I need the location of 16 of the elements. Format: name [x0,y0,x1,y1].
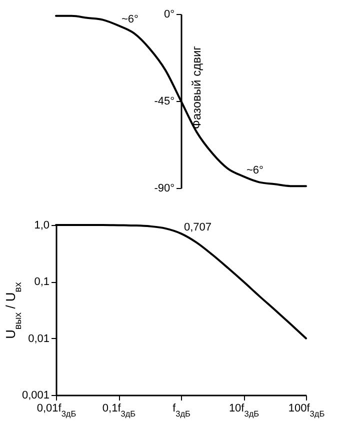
y-tick-label: 0° [164,8,174,20]
y-tick-label: 0,1 [34,276,50,288]
annotation: ~6° [122,14,138,26]
y-axis-title: Фазовый сдвиг [190,45,204,130]
annotation: 0,707 [184,222,212,234]
y-tick-label: -45° [154,96,174,108]
y-tick-label: 0,01 [28,332,50,345]
x-tick-label: 10f$_{3дБ}$ [228,402,260,418]
annotation: ~6° [246,164,264,176]
y-tick-label: -90° [154,182,174,194]
x-tick-label: f$_{3дБ}$ [172,402,190,418]
y-tick-label: 1,0 [34,220,50,232]
x-tick-label: 0,1f$_{3дБ}$ [102,402,136,418]
x-tick-label: 100f$_{3дБ}$ [288,402,325,418]
x-tick-label: 0,01f$_{3дБ}$ [36,402,76,418]
y-tick-label: 0,001 [22,390,50,402]
